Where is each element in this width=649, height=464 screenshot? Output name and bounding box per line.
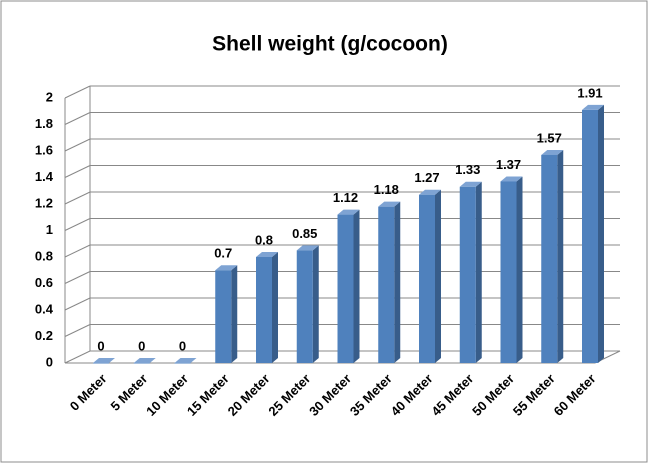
bar-side bbox=[516, 176, 523, 363]
y-tick-label: 1.8 bbox=[35, 116, 53, 131]
bar-top bbox=[459, 181, 482, 187]
grid-line bbox=[64, 218, 91, 231]
bar bbox=[296, 250, 313, 363]
bar-top bbox=[582, 104, 604, 110]
data-label: 1.37 bbox=[496, 157, 521, 172]
bar-group bbox=[174, 358, 197, 364]
bar bbox=[582, 109, 598, 363]
bar-side bbox=[557, 149, 564, 363]
data-label: 0.8 bbox=[255, 232, 273, 247]
grid-line bbox=[64, 138, 91, 152]
data-label: 1.91 bbox=[577, 85, 602, 100]
grid-line bbox=[64, 191, 91, 205]
grid-line bbox=[64, 271, 91, 284]
bar bbox=[541, 154, 558, 363]
grid-line bbox=[64, 165, 91, 178]
grid-line bbox=[64, 324, 91, 337]
bar-side bbox=[394, 201, 401, 363]
y-tick-label: 0.6 bbox=[35, 275, 53, 290]
y-tick-label: 0.4 bbox=[35, 301, 54, 316]
bar-group bbox=[93, 358, 115, 364]
bar-group bbox=[256, 252, 278, 363]
bar-group bbox=[378, 201, 401, 363]
bar-top bbox=[174, 358, 197, 363]
bar bbox=[337, 214, 354, 363]
bar-top bbox=[256, 252, 278, 257]
chart-title: Shell weight (g/cocoon) bbox=[212, 33, 448, 56]
bar bbox=[174, 363, 191, 364]
bar-top bbox=[541, 149, 564, 155]
y-tick-label: 0 bbox=[46, 354, 53, 369]
bar-top bbox=[378, 201, 401, 207]
y-tick-label: 0.8 bbox=[35, 248, 53, 263]
bar-top bbox=[133, 358, 156, 363]
bar bbox=[133, 363, 150, 364]
y-tick-label: 1.2 bbox=[35, 195, 53, 210]
y-tick-label: 2 bbox=[46, 89, 53, 104]
bar-side bbox=[231, 265, 238, 363]
bar-top bbox=[419, 189, 441, 195]
data-label: 0 bbox=[97, 338, 104, 353]
bar-top bbox=[215, 265, 238, 271]
bar-group bbox=[582, 104, 604, 364]
data-label: 0 bbox=[179, 338, 186, 353]
bar-side bbox=[272, 252, 278, 363]
bar-side bbox=[312, 245, 319, 363]
data-label: 1.27 bbox=[414, 170, 439, 185]
bar-side bbox=[353, 209, 360, 363]
bar-group bbox=[133, 358, 156, 364]
bar bbox=[93, 363, 109, 364]
data-label: 0 bbox=[138, 338, 145, 353]
bar-group bbox=[337, 209, 360, 363]
bar-side bbox=[598, 104, 604, 364]
data-label: 1.12 bbox=[333, 190, 358, 205]
y-tick-label: 1.4 bbox=[35, 169, 54, 184]
bar-top bbox=[500, 176, 523, 182]
grid-line bbox=[64, 350, 91, 364]
bar-group bbox=[459, 181, 482, 363]
bar-top bbox=[93, 358, 115, 363]
bar bbox=[459, 186, 476, 363]
data-label: 1.33 bbox=[455, 162, 480, 177]
bar-group bbox=[500, 176, 523, 363]
bar-group bbox=[419, 189, 441, 363]
grid-line bbox=[64, 244, 91, 258]
data-label: 0.7 bbox=[214, 246, 232, 261]
bar bbox=[215, 270, 232, 363]
data-label: 1.18 bbox=[374, 182, 399, 197]
bar-top bbox=[296, 245, 319, 251]
bar-group bbox=[215, 265, 238, 363]
y-tick-label: 1 bbox=[46, 222, 53, 237]
y-tick-label: 1.6 bbox=[35, 142, 53, 157]
y-tick-label: 0.2 bbox=[35, 328, 53, 343]
grid-line bbox=[64, 297, 91, 311]
data-label: 1.57 bbox=[537, 130, 562, 145]
bar bbox=[378, 206, 395, 363]
bar-group bbox=[541, 149, 564, 363]
grid-line bbox=[64, 85, 91, 99]
bar-top bbox=[337, 209, 360, 215]
data-label: 0.85 bbox=[292, 226, 317, 241]
bar bbox=[500, 181, 517, 363]
bar-side bbox=[475, 181, 482, 363]
bar-group bbox=[296, 245, 319, 363]
bar bbox=[419, 194, 435, 363]
bar bbox=[256, 257, 272, 363]
grid-line bbox=[64, 112, 91, 125]
bar-side bbox=[435, 189, 441, 363]
